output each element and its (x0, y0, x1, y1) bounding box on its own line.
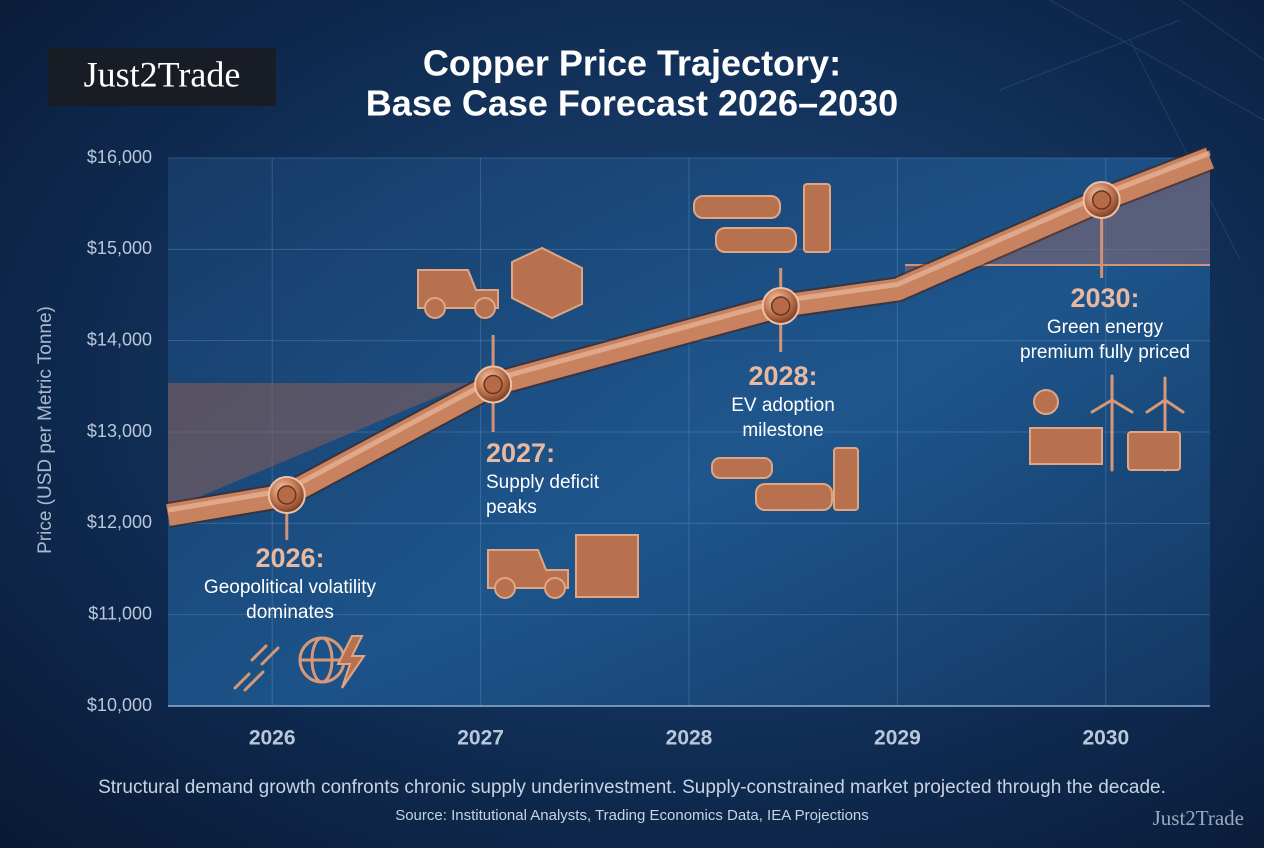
annotation-text: premium fully priced (1020, 342, 1190, 363)
y-tick-label: $12,000 (87, 512, 152, 532)
logo-box (48, 48, 276, 106)
y-tick-label: $11,000 (88, 603, 152, 623)
watermark: Just2Trade (1153, 806, 1244, 830)
annotation-text: EV adoption (731, 395, 835, 416)
x-tick-label: 2027 (457, 727, 504, 750)
annotation-year: 2027: (486, 438, 555, 468)
milestone-marker-inner (770, 296, 791, 316)
chart-title: Base Case Forecast 2026–2030 (366, 83, 898, 124)
y-tick-label: $14,000 (87, 329, 152, 349)
annotation-year: 2028: (748, 361, 817, 391)
icons-2028 (693, 183, 859, 511)
chart-title: Copper Price Trajectory: (423, 43, 841, 84)
icons-2027 (417, 246, 639, 599)
y-tick-label: $15,000 (87, 238, 152, 258)
shaded-band (168, 383, 470, 510)
milestone-marker-inner (277, 485, 297, 505)
annotation-text: Supply deficit (486, 472, 600, 493)
source: Source: Institutional Analysts, Trading … (395, 807, 869, 824)
annotation-text: dominates (246, 602, 334, 623)
x-tick-label: 2030 (1082, 727, 1129, 750)
network-decoration (999, 0, 1264, 261)
x-tick-label: 2026 (249, 727, 296, 750)
milestone-marker-inner (1091, 190, 1112, 210)
y-tick-label: $13,000 (87, 421, 152, 441)
annotation-year: 2030: (1070, 283, 1139, 313)
annotation-text: Green energy (1047, 317, 1164, 338)
x-tick-label: 2028 (666, 727, 713, 750)
icons-2030 (1029, 374, 1185, 472)
y-tick-label: $16,000 (87, 147, 152, 167)
logo: Just2Trade (84, 54, 241, 94)
annotation-text: Geopolitical volatility (204, 577, 377, 598)
icons-2026 (233, 635, 366, 692)
x-tick-label: 2029 (874, 727, 921, 750)
annotation-text: peaks (486, 497, 537, 518)
annotation-text: milestone (742, 420, 823, 441)
y-tick-label: $10,000 (87, 695, 152, 715)
y-axis-title: Price (USD per Metric Tonne) (35, 306, 56, 554)
annotation-year: 2026: (255, 543, 324, 573)
footnote: Structural demand growth confronts chron… (98, 777, 1166, 798)
milestone-marker-inner (483, 374, 503, 395)
